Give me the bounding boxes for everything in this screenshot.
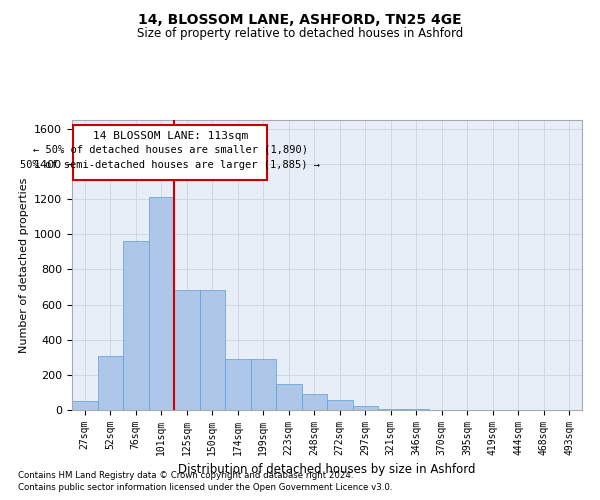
- Bar: [72, 401, 97, 410]
- Bar: [149, 198, 174, 410]
- Bar: [123, 242, 149, 410]
- Bar: [353, 406, 378, 410]
- Bar: [225, 359, 251, 410]
- Text: ← 50% of detached houses are smaller (1,890): ← 50% of detached houses are smaller (1,…: [32, 144, 308, 154]
- Bar: [199, 290, 225, 410]
- Text: 14 BLOSSOM LANE: 113sqm: 14 BLOSSOM LANE: 113sqm: [92, 130, 248, 140]
- Bar: [404, 409, 429, 410]
- Bar: [378, 408, 404, 410]
- Text: 14, BLOSSOM LANE, ASHFORD, TN25 4GE: 14, BLOSSOM LANE, ASHFORD, TN25 4GE: [138, 12, 462, 26]
- Bar: [174, 290, 199, 410]
- Bar: [327, 400, 353, 410]
- Text: Contains HM Land Registry data © Crown copyright and database right 2024.: Contains HM Land Registry data © Crown c…: [18, 471, 353, 480]
- Bar: [276, 384, 302, 410]
- Bar: [251, 359, 276, 410]
- Text: Contains public sector information licensed under the Open Government Licence v3: Contains public sector information licen…: [18, 484, 392, 492]
- Bar: [302, 394, 327, 410]
- X-axis label: Distribution of detached houses by size in Ashford: Distribution of detached houses by size …: [178, 464, 476, 476]
- Y-axis label: Number of detached properties: Number of detached properties: [19, 178, 29, 352]
- Bar: [73, 126, 267, 180]
- Bar: [97, 356, 123, 410]
- Text: 50% of semi-detached houses are larger (1,885) →: 50% of semi-detached houses are larger (…: [20, 160, 320, 170]
- Text: Size of property relative to detached houses in Ashford: Size of property relative to detached ho…: [137, 28, 463, 40]
